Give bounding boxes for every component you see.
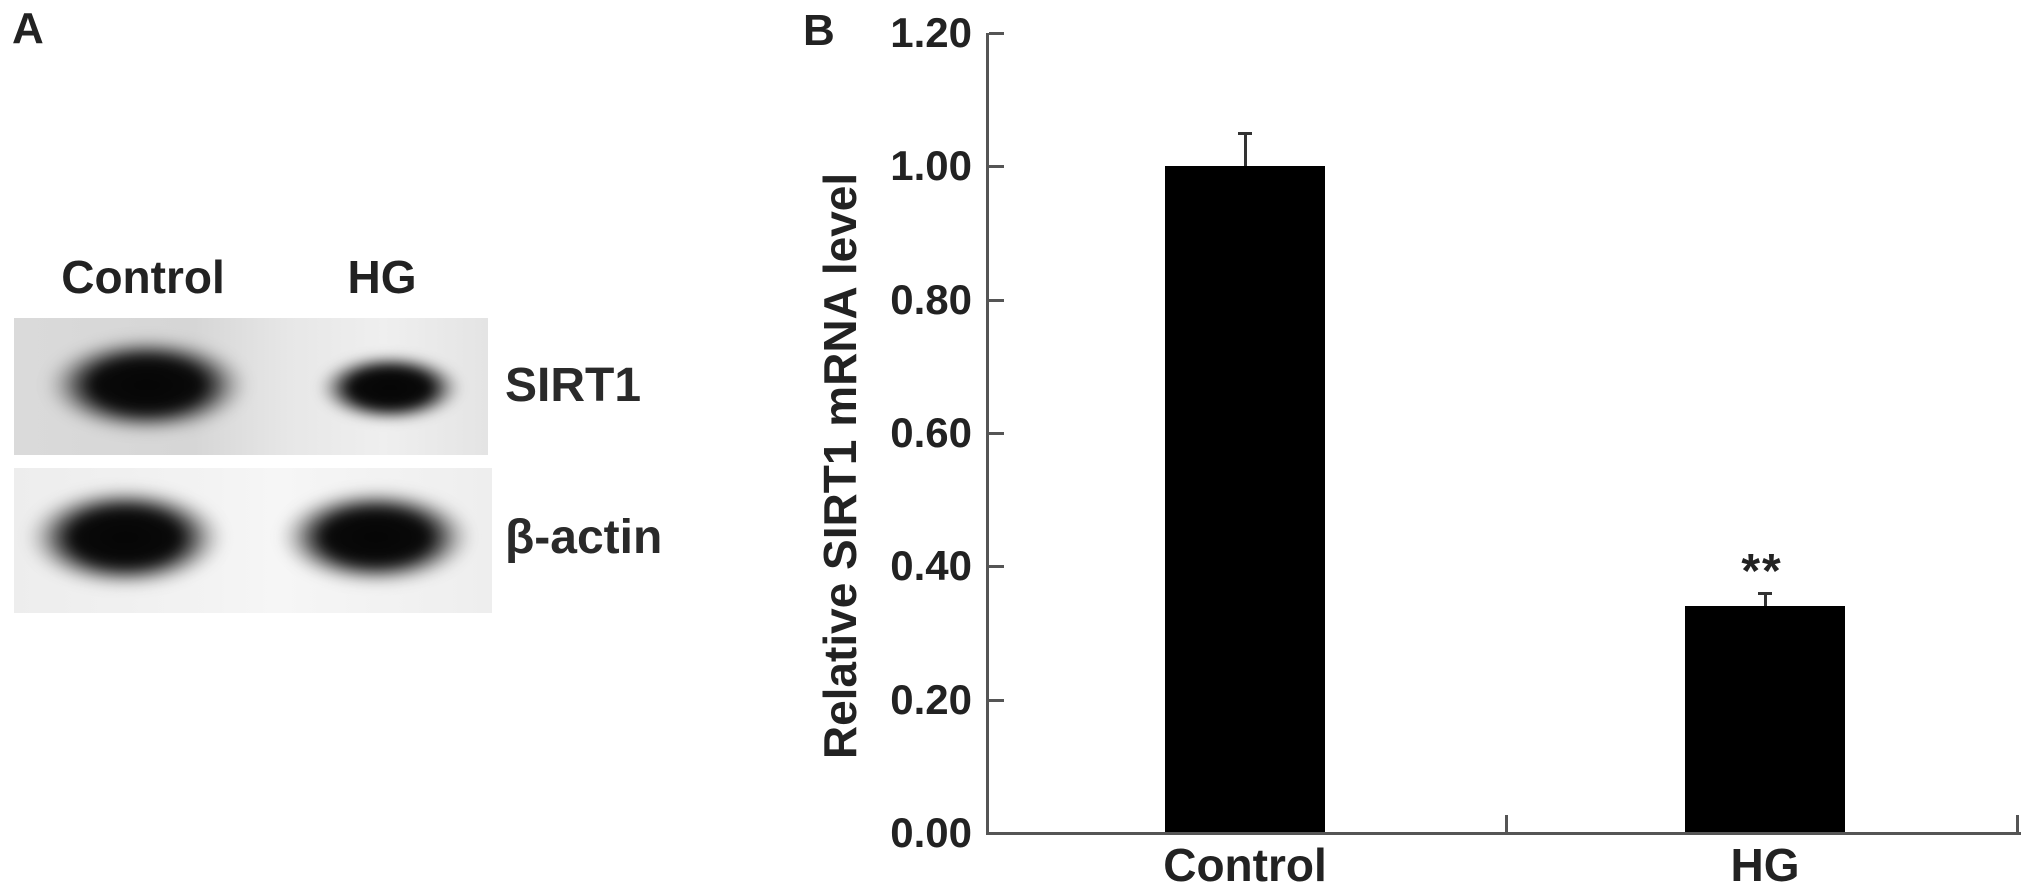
blot-band-sirt1-hg xyxy=(315,352,465,424)
x-tick xyxy=(2016,815,2019,832)
y-tick xyxy=(989,299,1004,302)
lane-label-control: Control xyxy=(61,251,225,303)
y-tick-label: 1.20 xyxy=(890,9,972,56)
y-tick-label: 0.40 xyxy=(890,542,972,589)
bar-hg xyxy=(1685,606,1845,832)
lane-label-hg: HG xyxy=(347,251,417,303)
y-tick-label: 0.20 xyxy=(890,676,972,723)
y-tick-label: 0.80 xyxy=(890,276,972,323)
blot-strip-actin xyxy=(14,468,492,613)
blot-label-sirt1: SIRT1 xyxy=(505,359,642,412)
y-tick xyxy=(989,565,1004,568)
x-category-label-control: Control xyxy=(1163,839,1327,891)
panel-a-letter: A xyxy=(12,4,44,53)
blot-band-actin-hg xyxy=(276,487,476,587)
y-tick-label: 1.00 xyxy=(890,142,972,189)
error-bar-cap xyxy=(1758,592,1772,595)
blot-strip-sirt1 xyxy=(14,318,488,455)
bar-control xyxy=(1165,166,1325,832)
error-bar-stem xyxy=(1764,593,1767,606)
error-bar-cap xyxy=(1238,132,1252,135)
y-tick xyxy=(989,32,1004,35)
x-tick xyxy=(1505,815,1508,832)
blot-band-actin-control xyxy=(23,485,228,590)
panel-b-letter: B xyxy=(803,6,835,55)
blot-label-beta-actin: β-actin xyxy=(505,511,663,564)
x-axis-line xyxy=(986,832,2021,835)
y-tick-label: 0.60 xyxy=(890,409,972,456)
y-tick-label: 0.00 xyxy=(890,809,972,856)
error-bar-stem xyxy=(1244,133,1247,166)
y-tick xyxy=(989,432,1004,435)
significance-label: ** xyxy=(1741,545,1783,598)
blot-band-sirt1-control xyxy=(42,335,252,435)
y-axis-line xyxy=(986,33,989,835)
y-tick xyxy=(989,165,1004,168)
y-tick xyxy=(989,699,1004,702)
x-category-label-hg: HG xyxy=(1730,839,1800,891)
